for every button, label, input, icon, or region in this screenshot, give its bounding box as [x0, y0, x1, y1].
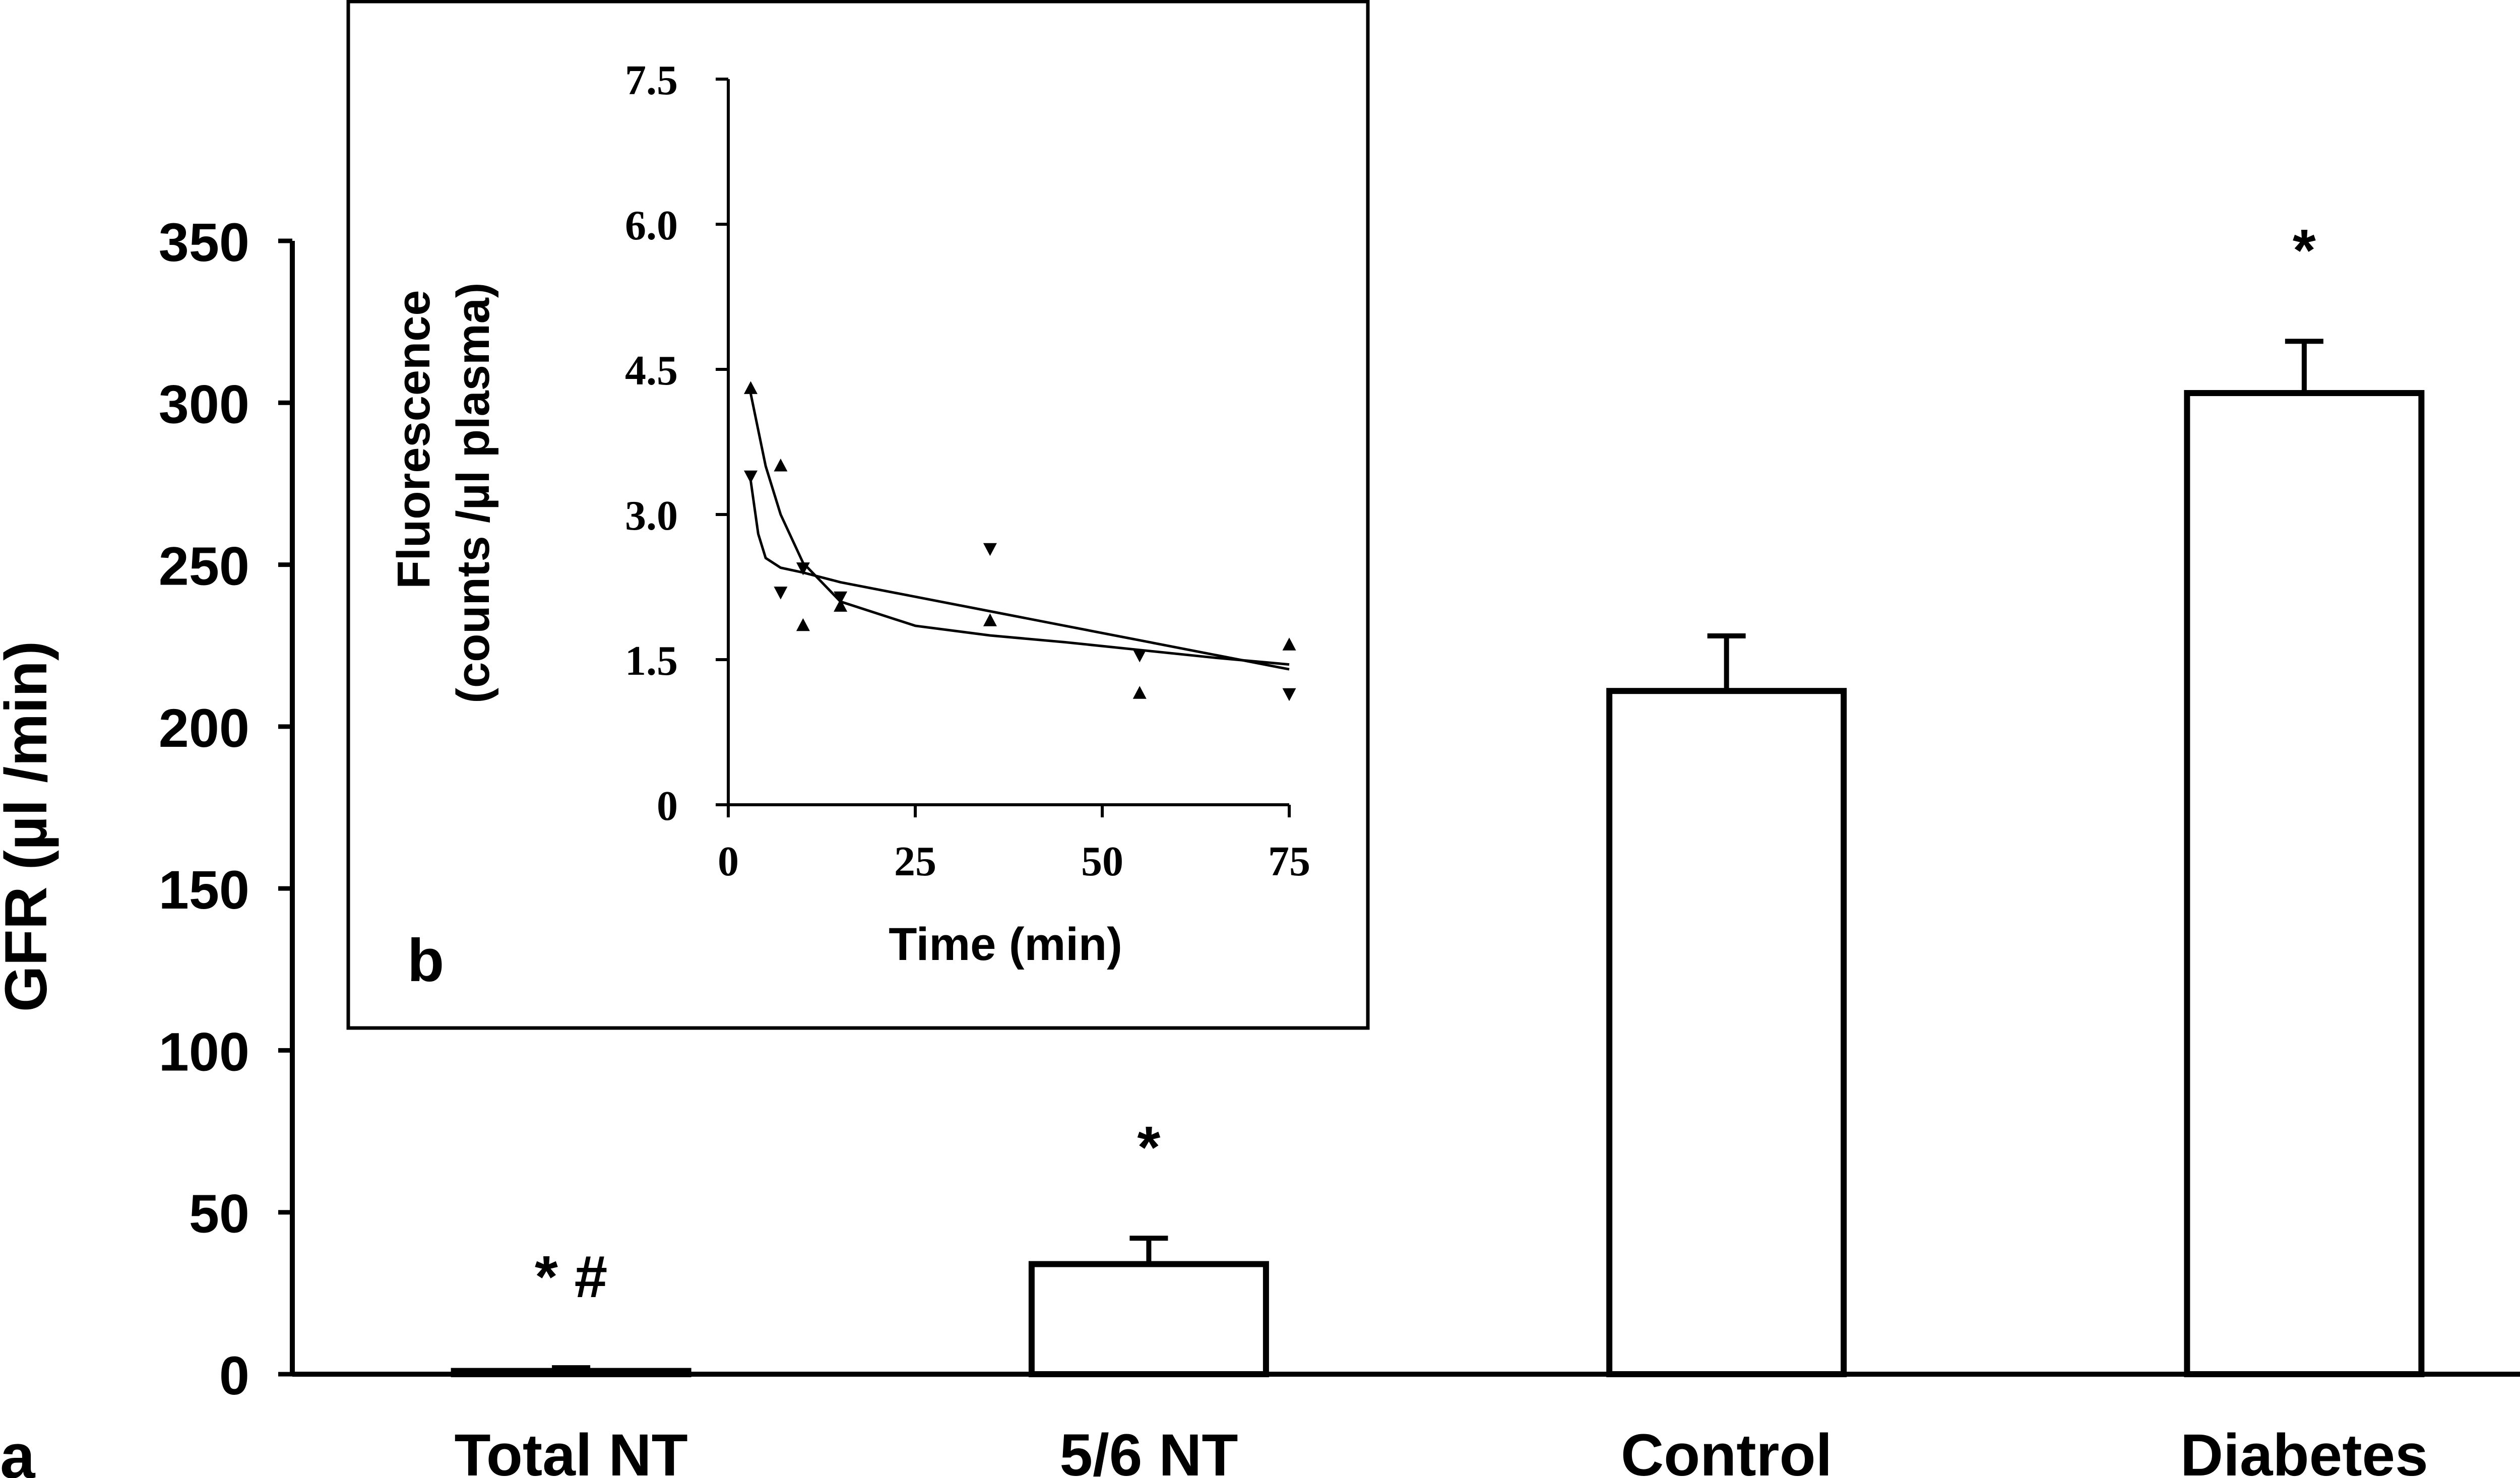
data-point-triangle-up	[1282, 637, 1296, 651]
x-tick-label-diabetes: Diabetes	[2180, 1422, 2428, 1478]
fit-curve-triangle-up	[749, 393, 1290, 666]
inset-x-tick-label: 25	[894, 838, 936, 885]
inset-x-tick-label: 0	[718, 838, 739, 885]
data-points-group	[744, 381, 1296, 701]
inset-y-axis-label-line1: Fluorescence	[388, 290, 439, 589]
x-tick-labels-group: Total NT 5/6 NT Control Diabetes	[455, 1422, 2428, 1478]
y-axis-label: GFR (µl /min)	[0, 641, 59, 1012]
data-point-triangle-up	[983, 613, 997, 626]
data-point-triangle-down	[1132, 649, 1147, 663]
fit-curves-group	[749, 393, 1290, 671]
inset-x-ticks-group: 0 25 50 75	[718, 805, 1310, 885]
y-ticks-group: 0 50 100 150 200 250 300 350	[159, 212, 292, 1406]
y-tick-label: 250	[159, 536, 249, 597]
y-tick-label: 100	[159, 1021, 249, 1082]
inset-x-axis-label: Time (min)	[889, 919, 1122, 970]
inset-y-axis-label-line2: (counts /µl plasma)	[448, 282, 499, 703]
data-point-triangle-up	[744, 381, 758, 394]
bars-group	[451, 390, 2425, 1377]
y-tick-label: 200	[159, 697, 249, 758]
inset-y-ticks-group: 0 1.5 3.0 4.5 6.0 7.5	[625, 57, 728, 829]
inset-y-tick-label: 3.0	[625, 492, 678, 539]
panel-label-a: a	[0, 1422, 36, 1478]
data-point-triangle-down	[796, 562, 810, 575]
inset-x-tick-label: 50	[1081, 838, 1123, 885]
data-point-triangle-down	[744, 470, 758, 484]
bar-control	[1606, 688, 1847, 1377]
data-point-triangle-down	[774, 587, 788, 600]
inset-y-tick-label: 4.5	[625, 347, 678, 394]
inset-scatter-chart: 0 1.5 3.0 4.5 6.0 7.5 0 25 50 75 Fluorescence (c…	[346, 0, 1370, 1030]
data-point-triangle-up	[834, 599, 848, 612]
panel-label-b: b	[407, 927, 444, 994]
x-tick-label-total-nt: Total NT	[455, 1422, 688, 1478]
annotation-5-6-nt: *	[1137, 1114, 1160, 1181]
y-tick-label: 300	[159, 373, 249, 434]
y-tick-label: 50	[189, 1183, 249, 1244]
annotation-total-nt: * #	[535, 1244, 607, 1310]
x-tick-label-control: Control	[1621, 1422, 1832, 1478]
bar-diabetes	[2184, 390, 2425, 1377]
error-bars-group	[552, 339, 2323, 1371]
bar-5-6-nt	[1028, 1261, 1269, 1377]
data-point-triangle-down	[1282, 688, 1296, 701]
inset-y-tick-label: 0	[657, 783, 678, 829]
inset-y-tick-label: 6.0	[625, 202, 678, 249]
y-tick-label: 150	[159, 859, 249, 920]
data-point-triangle-down	[834, 591, 848, 605]
data-point-triangle-down	[983, 543, 997, 556]
fit-curve-triangle-down	[749, 480, 1290, 671]
inset-x-tick-label: 75	[1268, 838, 1310, 885]
y-tick-label: 0	[219, 1345, 249, 1406]
significance-annotations-group: * # * *	[535, 217, 2316, 1310]
inset-y-tick-label: 7.5	[625, 57, 678, 104]
inset-frame	[346, 0, 1370, 1030]
data-point-triangle-up	[774, 459, 788, 472]
data-point-triangle-up	[1132, 686, 1147, 699]
annotation-diabetes: *	[2293, 217, 2316, 284]
inset-y-tick-label: 1.5	[625, 637, 678, 684]
y-tick-label: 350	[159, 212, 249, 273]
x-tick-label-5-6-nt: 5/6 NT	[1059, 1422, 1238, 1478]
data-point-triangle-up	[796, 618, 810, 631]
